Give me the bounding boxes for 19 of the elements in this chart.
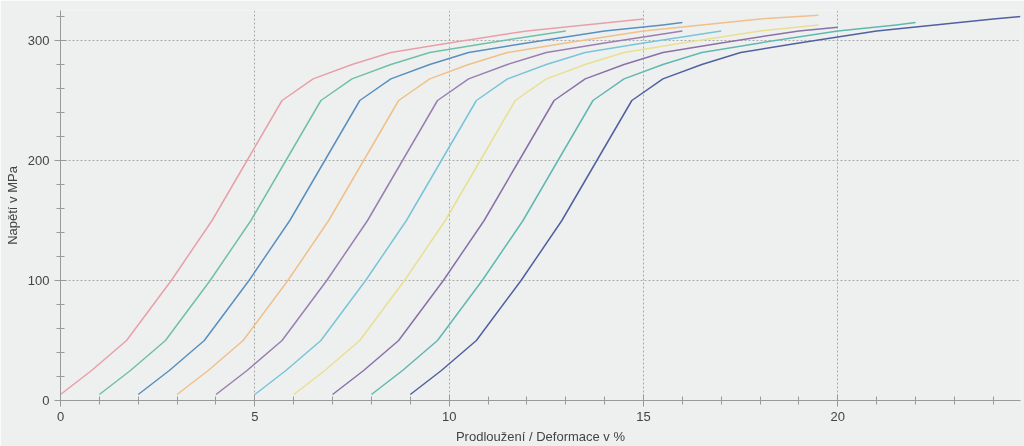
- x-axis-title: Prodloužení / Deformace v %: [455, 428, 626, 444]
- y-tick-label: 200: [27, 153, 50, 168]
- line-series: [254, 30, 722, 396]
- line-series: [137, 21, 684, 396]
- y-tick-label: 300: [27, 33, 50, 48]
- x-tick-label: 10: [441, 408, 457, 424]
- y-tick-label: 0: [42, 393, 50, 408]
- x-tick-label: 5: [251, 408, 259, 424]
- x-tick-label: 0: [56, 408, 65, 424]
- x-tick-label: 20: [830, 408, 846, 424]
- line-series: [176, 14, 820, 396]
- line-series: [215, 30, 684, 396]
- x-tick-label: 15: [636, 408, 651, 424]
- line-series: [409, 15, 1021, 396]
- line-series: [98, 30, 567, 396]
- line-series: [370, 21, 917, 396]
- y-axis-title: Napětí v MPa: [4, 165, 20, 245]
- y-tick-label: 100: [27, 273, 50, 288]
- line-series: [60, 18, 645, 396]
